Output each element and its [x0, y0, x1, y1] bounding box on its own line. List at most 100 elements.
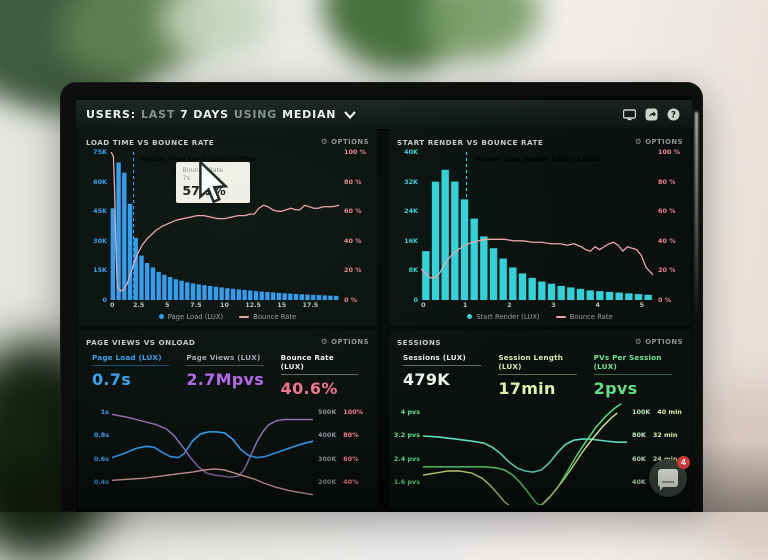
y-tick-label: 75K [93, 148, 107, 156]
start-render-chart[interactable]: Median Start Render (LUX): 1.031s [421, 152, 653, 300]
chart-legend: Start Render (LUX) Bounce Rate [397, 310, 683, 323]
x-tick-label: 10 [220, 301, 229, 309]
header-segment: 7 DAYS [180, 108, 229, 121]
y-tick-label: 20 % [344, 266, 362, 275]
panel-grid: LOAD TIME VS BOUNCE RATE ⚙ OPTIONS 75K 60K… [78, 129, 691, 508]
options-button[interactable]: ⚙ OPTIONS [320, 337, 369, 347]
x-tick-label: 7.5 [190, 301, 202, 309]
legend-item: Page Load (LUX) [158, 313, 223, 321]
chat-bubble-icon [658, 469, 678, 491]
y-tick-label: 32K [404, 177, 418, 186]
y-tick-label: 15K [93, 266, 107, 275]
y-tick-label: 40 % [658, 236, 676, 245]
legend-item: Bounce Rate [239, 313, 296, 321]
y-tick-label: 0.4s [93, 478, 109, 487]
y-tick-label: 40 % [344, 236, 362, 245]
header-segment: LAST [140, 108, 176, 121]
metric-page-views: Page Views (LUX) 2.7Mpvs [186, 353, 265, 389]
y-tick-label: 0 [413, 296, 418, 304]
help-icon[interactable]: ? [667, 108, 680, 121]
chart-legend: Page Load (LUX) Bounce Rate [86, 310, 369, 323]
y-tick-label: 60K [93, 177, 107, 186]
svg-text:?: ? [671, 110, 676, 120]
metric-row: Sessions (LUX) 479K Session Length (LUX)… [397, 353, 683, 398]
page-views-chart[interactable] [112, 402, 313, 505]
y-tick-label: 2.4 pvs [393, 454, 420, 463]
y-tick-label: 100K 40 min [632, 408, 682, 417]
y-axis-right: 100 % 80 % 60 % 40 % 20 % 0 % [339, 148, 369, 304]
load-time-chart[interactable]: Median Page Load (LUX): 2.056s Bounce Ra… [110, 152, 339, 300]
metric-pvs-per-session: PVs Per Session (LUX) 2pvs [588, 353, 683, 398]
share-icon[interactable] [645, 108, 658, 121]
x-tick-label: 12.5 [245, 301, 262, 309]
y-tick-label: 1s [100, 408, 109, 417]
bounce-rate-tooltip: Bounce Rate 7s 57.1% [176, 162, 251, 204]
y-tick-label: 0.6s [93, 454, 109, 463]
sessions-chart[interactable] [423, 402, 627, 505]
chevron-down-icon [344, 110, 357, 119]
y-axis-left: 1s 0.8s 0.6s 0.4s [86, 402, 112, 505]
panel-load-time-vs-bounce-rate: LOAD TIME VS BOUNCE RATE ⚙ OPTIONS 75K 60K… [78, 129, 377, 326]
y-tick-label: 24K [404, 207, 418, 216]
y-tick-label: 200K 40% [318, 478, 359, 487]
y-tick-label: 45K [93, 207, 107, 216]
panel-title: PAGE VIEWS VS ONLOAD [86, 337, 196, 347]
y-tick-label: 100 % [658, 148, 680, 156]
median-annotation: Median Page Load (LUX): 2.056s [139, 154, 257, 163]
x-tick-label: 5 [165, 301, 170, 309]
options-button[interactable]: ⚙ OPTIONS [634, 137, 683, 147]
y-tick-label: 400K 80% [318, 430, 359, 439]
x-tick-label: 5 [639, 301, 645, 309]
x-tick-label: 0 [421, 301, 426, 309]
y-tick-label: 0.8s [93, 430, 109, 439]
gear-icon: ⚙ [634, 137, 643, 147]
dashboard-header: USERS: LAST 7 DAYS USING MEDIAN ? [76, 100, 692, 130]
panel-start-render-vs-bounce-rate: START RENDER VS BOUNCE RATE ⚙ OPTIONS 40K… [389, 129, 691, 326]
panel-sessions: SESSIONS ⚙ OPTIONS Sessions (LUX) 479K Se… [389, 329, 691, 508]
header-segment: USING [233, 108, 278, 121]
display-icon[interactable] [623, 108, 636, 121]
y-axis-left: 4 pvs 3.2 pvs 2.4 pvs 1.6 pvs [393, 402, 423, 505]
median-annotation: Median Start Render (LUX): 1.031s [474, 154, 600, 163]
metric-bounce-rate: Bounce Rate (LUX) 40.6% [275, 353, 369, 398]
dashboard-screen: USERS: LAST 7 DAYS USING MEDIAN ? [76, 96, 692, 512]
x-tick-label: 15 [277, 301, 287, 309]
options-button[interactable]: ⚙ OPTIONS [634, 337, 683, 347]
y-tick-label: 60 % [344, 207, 362, 216]
y-tick-label: 0 % [658, 296, 672, 304]
x-tick-label: 17.5 [302, 301, 319, 309]
x-tick-label: 1 [462, 301, 468, 309]
y-tick-label: 80K 32 min [632, 430, 678, 439]
y-tick-label: 60K24 min [632, 454, 677, 463]
users-range-dropdown[interactable]: USERS: LAST 7 DAYS USING MEDIAN [76, 108, 357, 121]
y-tick-label: 0 % [344, 296, 358, 304]
y-tick-label: 4 pvs [400, 408, 420, 417]
y-tick-label: 1.6 pvs [393, 478, 420, 487]
y-tick-label: 3.2 pvs [393, 430, 420, 439]
options-button[interactable]: ⚙ OPTIONS [320, 137, 369, 147]
y-tick-label: 16K [404, 236, 418, 245]
mouse-cursor-icon [199, 162, 229, 204]
metric-session-length: Session Length (LUX) 17min [492, 353, 587, 398]
y-axis-right: 500K 100% 400K 80% 300K 60% 200K 40% [313, 402, 369, 505]
y-tick-label: 0 [102, 296, 107, 304]
metric-row: Page Load (LUX) 0.7s Page Views (LUX) 2.… [86, 353, 369, 398]
laptop-edge-highlight [695, 112, 698, 322]
y-axis-right: 100 % 80 % 60 % 40 % 20 % 0 % [653, 148, 683, 304]
chat-widget-button[interactable]: 4 [649, 456, 690, 497]
x-axis: 0 2.5 5 7.5 10 12.5 15 17.5 [110, 300, 339, 310]
laptop: USERS: LAST 7 DAYS USING MEDIAN ? [60, 82, 703, 512]
panel-title: LOAD TIME VS BOUNCE RATE [86, 137, 215, 147]
y-tick-label: 80 % [658, 177, 676, 186]
y-tick-label: 500K 100% [318, 408, 364, 417]
gear-icon: ⚙ [320, 137, 329, 147]
x-tick-label: 4 [595, 301, 601, 309]
header-segment: MEDIAN [282, 108, 337, 121]
legend-item: Start Render (LUX) [467, 313, 540, 321]
y-tick-label: 80 % [344, 177, 362, 186]
y-tick-label: 300K 60% [318, 454, 359, 463]
y-tick-label: 100 % [344, 148, 366, 156]
y-tick-label: 60 % [658, 207, 676, 216]
gear-icon: ⚙ [634, 337, 643, 347]
